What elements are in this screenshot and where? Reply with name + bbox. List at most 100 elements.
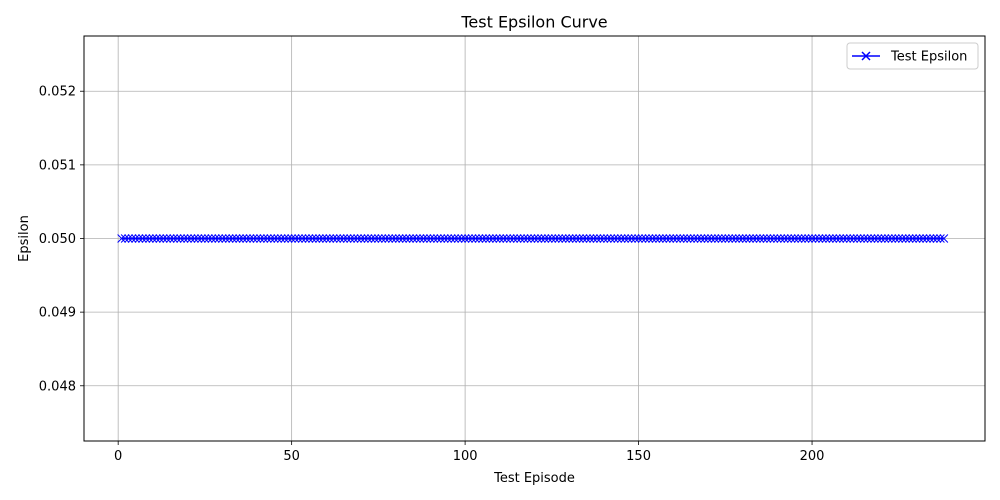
data-point — [356, 234, 366, 243]
data-point — [748, 234, 758, 243]
data-point — [283, 234, 293, 243]
y-axis-label: Epsilon — [17, 215, 32, 262]
data-point — [179, 234, 189, 243]
data-point — [863, 234, 872, 243]
data-point — [224, 234, 234, 243]
data-point — [502, 234, 512, 243]
data-point — [367, 234, 376, 243]
data-point — [530, 234, 539, 243]
data-point — [745, 234, 754, 243]
x-tick-label: 100 — [453, 449, 478, 464]
data-point — [811, 234, 820, 243]
data-point — [394, 234, 404, 243]
data-point — [311, 234, 321, 243]
data-point — [169, 234, 179, 243]
data-point — [783, 234, 793, 243]
data-point — [439, 234, 449, 243]
data-point — [609, 234, 619, 243]
data-point — [141, 234, 151, 243]
y-tick-label: 0.051 — [39, 158, 76, 173]
data-point — [259, 234, 269, 243]
data-point — [498, 234, 508, 243]
y-tick-label: 0.052 — [39, 85, 76, 100]
data-point — [238, 234, 248, 243]
data-point — [637, 234, 647, 243]
data-point — [450, 234, 460, 243]
data-point — [703, 234, 713, 243]
data-point — [922, 234, 931, 243]
data-point — [873, 234, 883, 243]
x-tick-label: 0 — [114, 449, 122, 464]
data-point — [363, 234, 373, 243]
data-point — [453, 234, 463, 243]
data-point — [297, 234, 307, 243]
data-point — [877, 234, 886, 243]
y-tick-label: 0.048 — [39, 379, 76, 394]
data-point — [172, 234, 182, 243]
data-point — [526, 234, 536, 243]
x-axis-label: Test Episode — [493, 471, 575, 486]
data-point — [603, 234, 612, 243]
data-point — [328, 234, 338, 243]
data-point — [571, 234, 581, 243]
data-point — [342, 234, 352, 243]
data-point — [720, 234, 730, 243]
data-point — [446, 234, 456, 243]
data-point — [800, 234, 810, 243]
data-point — [714, 234, 723, 243]
data-point — [148, 234, 158, 243]
data-point — [377, 234, 387, 243]
data-point — [616, 234, 626, 243]
data-point — [606, 234, 616, 243]
data-point — [339, 234, 349, 243]
data-point — [700, 234, 709, 243]
data-point — [734, 234, 744, 243]
data-point — [561, 234, 571, 243]
data-point — [509, 234, 519, 243]
data-point — [766, 234, 775, 243]
data-point — [124, 234, 133, 243]
x-tick-label: 200 — [800, 449, 825, 464]
data-point — [138, 234, 147, 243]
data-point — [495, 234, 505, 243]
data-point — [710, 234, 720, 243]
data-point — [568, 234, 578, 243]
data-point — [838, 234, 848, 243]
data-point — [485, 234, 494, 243]
data-point — [620, 234, 630, 243]
data-point — [249, 234, 258, 243]
data-point — [245, 234, 255, 243]
data-point — [325, 234, 335, 243]
data-point — [505, 234, 515, 243]
data-point — [176, 234, 185, 243]
x-tick-label: 150 — [626, 449, 651, 464]
data-point — [308, 234, 317, 243]
data-point — [523, 234, 532, 243]
data-point — [658, 234, 668, 243]
data-point — [939, 234, 949, 243]
data-point — [627, 234, 636, 243]
y-tick-label: 0.050 — [39, 232, 76, 247]
data-point — [887, 234, 897, 243]
data-point — [210, 234, 220, 243]
data-point — [162, 234, 172, 243]
data-point — [544, 234, 553, 243]
data-point — [318, 234, 328, 243]
data-point — [856, 234, 865, 243]
data-point — [290, 234, 300, 243]
data-point — [384, 234, 394, 243]
data-point — [821, 234, 831, 243]
data-point — [589, 234, 598, 243]
data-point — [429, 234, 439, 243]
data-point — [915, 234, 924, 243]
data-point — [186, 234, 196, 243]
data-point — [474, 234, 484, 243]
data-point — [533, 234, 543, 243]
data-point — [890, 234, 900, 243]
x-icon — [861, 51, 871, 61]
data-point — [190, 234, 199, 243]
data-point — [859, 234, 869, 243]
data-point — [276, 234, 286, 243]
data-point — [370, 234, 380, 243]
